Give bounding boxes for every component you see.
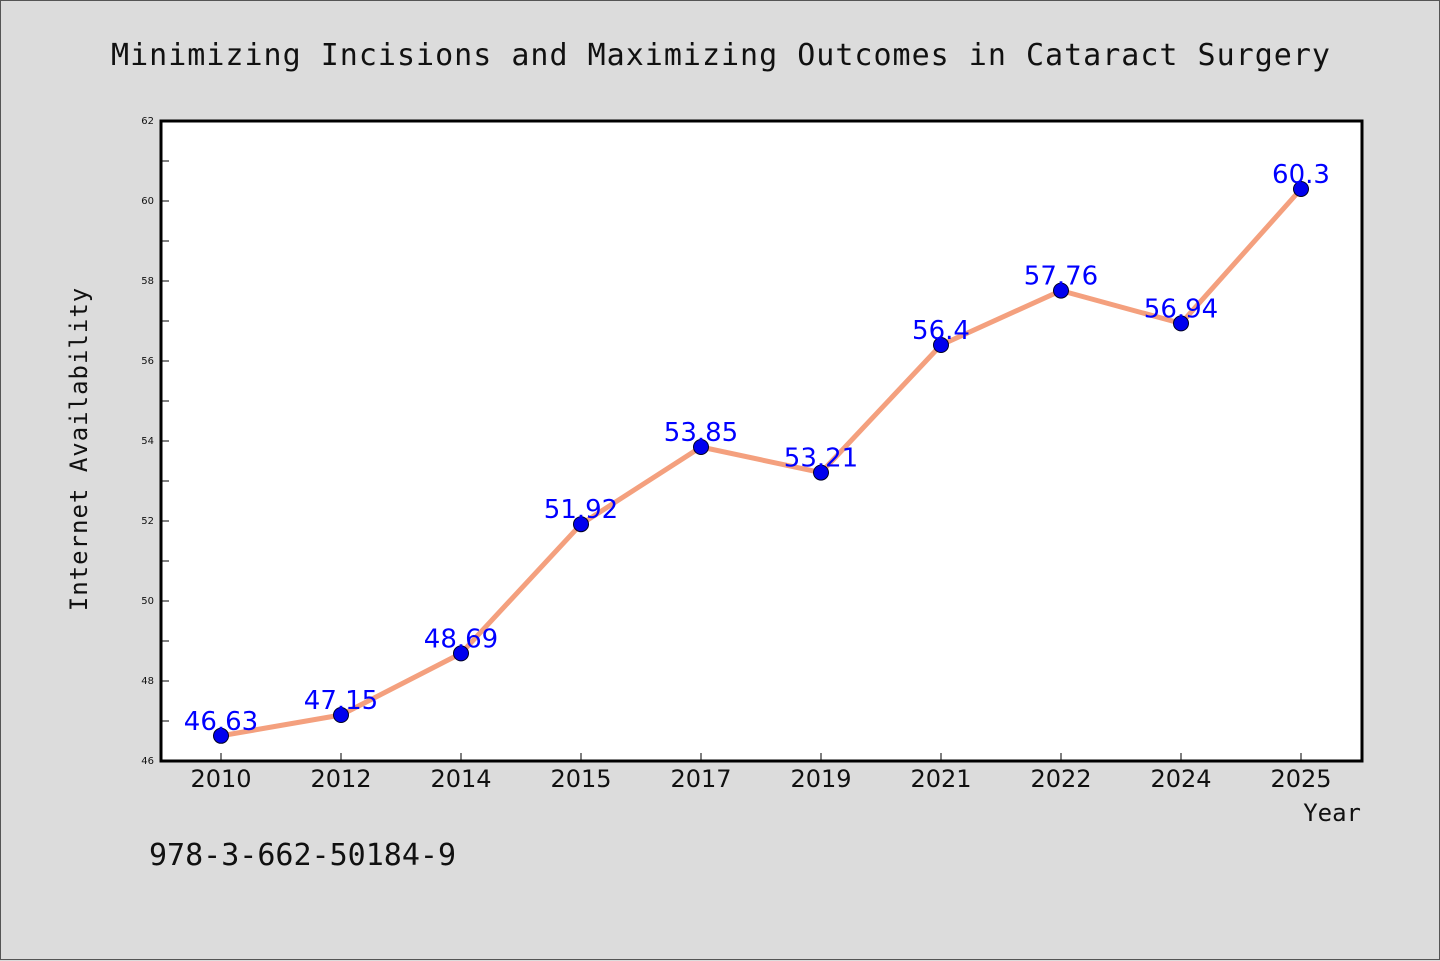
data-labels: 46.63 47.15 48.69 51.92 53.85 53.21 56.4 57.76 5… xyxy=(184,160,1330,737)
y-axis: 46 48 50 52 54 56 58 60 62 xyxy=(141,116,169,767)
series-line xyxy=(218,186,1304,739)
x-tick-label: 2022 xyxy=(1030,765,1091,793)
x-tick-label: 2015 xyxy=(550,765,611,793)
x-axis: 2010 2012 2014 2015 2017 2019 2021 2022 2024 2025 xyxy=(190,753,1332,793)
x-tick-label: 2014 xyxy=(430,765,491,793)
y-tick-label: 50 xyxy=(141,596,154,607)
y-axis-label: Internet Availability xyxy=(65,287,93,611)
y-tick-label: 62 xyxy=(141,116,154,127)
x-tick-label: 2010 xyxy=(190,765,251,793)
data-label: 56.4 xyxy=(912,316,970,346)
x-tick-label: 2025 xyxy=(1270,765,1331,793)
y-tick-label: 54 xyxy=(141,436,154,447)
data-markers xyxy=(213,181,1309,744)
y-tick-label: 60 xyxy=(141,196,154,207)
data-label: 53.85 xyxy=(664,418,738,448)
x-axis-label: Year xyxy=(1303,799,1361,827)
chart-title: Minimizing Incisions and Maximizing Outc… xyxy=(111,38,1331,73)
data-point xyxy=(573,516,589,533)
data-point xyxy=(1173,315,1189,332)
data-point xyxy=(813,464,829,481)
data-point xyxy=(1053,282,1069,299)
footer-code: 978-3-662-50184-9 xyxy=(149,838,456,873)
data-label: 60.3 xyxy=(1272,160,1330,190)
data-point xyxy=(1293,181,1309,197)
y-tick-label: 56 xyxy=(141,356,154,367)
x-tick-label: 2024 xyxy=(1150,765,1211,793)
y-tick-label: 52 xyxy=(141,516,154,527)
data-point xyxy=(213,727,229,744)
data-label: 47.15 xyxy=(304,686,378,716)
y-tick-label: 46 xyxy=(141,756,154,767)
data-point xyxy=(333,707,349,723)
x-tick-label: 2017 xyxy=(670,765,731,793)
data-label: 48.69 xyxy=(424,624,498,654)
x-tick-label: 2021 xyxy=(910,765,971,793)
x-tick-label: 2012 xyxy=(310,765,371,793)
data-point xyxy=(933,337,949,353)
y-tick-label: 48 xyxy=(141,676,154,687)
plot-area xyxy=(161,121,1362,761)
x-tick-label: 2019 xyxy=(790,765,851,793)
plot-frame xyxy=(159,119,1364,763)
data-label: 46.63 xyxy=(184,707,258,737)
data-point xyxy=(453,645,469,662)
data-label: 53.21 xyxy=(784,444,858,474)
data-label: 51.92 xyxy=(544,495,618,525)
data-label: 56.94 xyxy=(1144,294,1218,324)
data-point xyxy=(693,439,709,455)
y-tick-label: 58 xyxy=(141,276,154,287)
data-label: 57.76 xyxy=(1024,262,1098,292)
